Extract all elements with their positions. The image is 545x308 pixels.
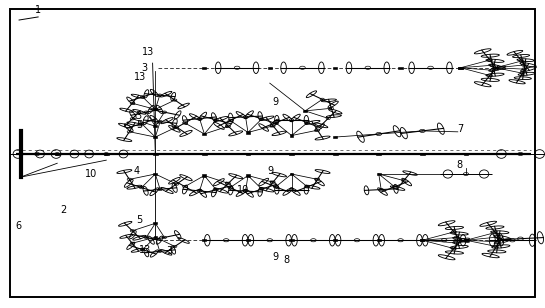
Bar [377, 239, 381, 241]
Bar [458, 67, 463, 69]
Bar [54, 153, 59, 156]
Bar [398, 67, 403, 69]
Text: 9: 9 [272, 97, 278, 107]
Bar [246, 153, 251, 156]
Text: 3: 3 [135, 111, 141, 120]
Text: 13: 13 [142, 47, 154, 57]
Bar [246, 174, 250, 177]
Bar [202, 67, 207, 69]
Bar [154, 108, 157, 110]
Bar [289, 134, 294, 137]
Bar [289, 173, 294, 175]
Bar [202, 239, 207, 241]
Bar [289, 239, 294, 241]
Bar [420, 153, 425, 156]
Text: 1: 1 [35, 5, 41, 15]
Text: 3: 3 [142, 63, 148, 73]
Bar [494, 67, 498, 69]
Bar [420, 239, 425, 241]
Text: 5: 5 [136, 215, 142, 225]
Bar [464, 239, 468, 241]
Bar [202, 174, 207, 177]
Text: 8: 8 [283, 255, 289, 265]
Bar [246, 239, 250, 241]
Text: 8: 8 [457, 160, 463, 170]
Bar [376, 153, 381, 156]
Text: 10: 10 [237, 184, 249, 194]
Bar [202, 153, 207, 156]
Text: 9: 9 [272, 252, 278, 262]
Text: 7: 7 [457, 124, 463, 134]
Bar [246, 131, 250, 134]
Bar [104, 153, 109, 156]
Text: 5: 5 [136, 120, 142, 130]
Bar [289, 153, 294, 156]
Bar [154, 236, 157, 238]
Text: 3: 3 [166, 246, 172, 256]
Text: 4: 4 [134, 166, 140, 176]
Text: 10: 10 [84, 169, 96, 179]
Text: 2: 2 [60, 205, 66, 214]
Bar [332, 153, 338, 156]
Bar [304, 110, 307, 112]
Bar [464, 153, 469, 156]
Bar [458, 67, 463, 69]
Bar [153, 173, 158, 175]
Bar [268, 67, 272, 69]
Bar [420, 239, 425, 241]
Text: 13: 13 [139, 245, 151, 254]
Bar [154, 222, 157, 224]
Bar [153, 153, 158, 156]
Text: 6: 6 [15, 221, 21, 231]
Bar [333, 136, 337, 138]
Text: 9: 9 [267, 166, 273, 176]
Bar [464, 239, 468, 241]
Bar [333, 67, 337, 69]
Bar [154, 125, 157, 127]
Bar [153, 136, 158, 138]
Text: 13: 13 [134, 72, 146, 82]
Bar [333, 239, 337, 241]
Bar [377, 173, 381, 175]
Bar [202, 133, 207, 135]
